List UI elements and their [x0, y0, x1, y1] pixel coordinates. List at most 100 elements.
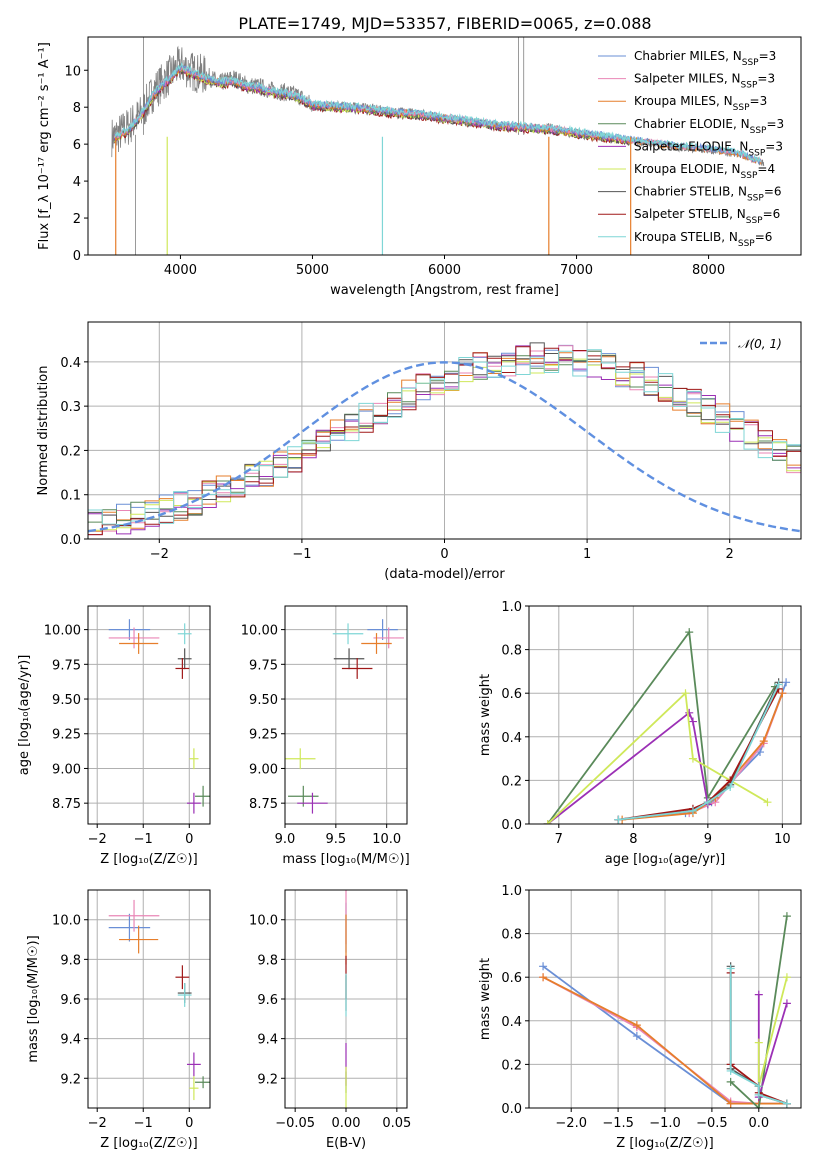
x-tick-label: 6000 [428, 263, 461, 278]
weight-marker-kroupa_miles [759, 737, 768, 746]
x-tick-label: −1 [292, 547, 311, 562]
weight-marker-kroupa_elodie [543, 820, 552, 824]
y-tick-label: 8.75 [249, 797, 278, 812]
weight-line-chabrier_elodie [730, 916, 788, 1108]
x-tick-label: −1.0 [649, 1116, 681, 1131]
legend-suffix: =3 [759, 49, 777, 63]
y-tick-label: 9.50 [249, 693, 278, 708]
weight-marker-kroupa_elodie [754, 1038, 763, 1047]
residual-histogram-kroupa_stelib [88, 349, 801, 525]
legend-subscript: SSP [738, 239, 755, 249]
residual-histogram-salpeter_stelib [88, 346, 801, 536]
x-axis-label: Z [log₁₀(Z/Z☉)] [100, 1136, 197, 1151]
model-spectrum-chabrier_miles [114, 64, 762, 165]
weight-marker-kroupa_stelib [726, 782, 735, 791]
weight-marker-salpeter_elodie [782, 999, 791, 1008]
weight-marker-kroupa_elodie [681, 689, 690, 698]
figure-title: PLATE=1749, MJD=53357, FIBERID=0065, z=0… [238, 14, 651, 33]
legend-suffix: =3 [765, 139, 783, 153]
plot-frame [87, 36, 802, 256]
x-tick-label: 9 [704, 832, 712, 847]
panel-mass_vs_Z: −2 −1 0 9.2 9.4 9.6 9.8 10.0 Z [log₁₀(Z/Z☉)] mass… [26, 889, 211, 1151]
weight-marker-kroupa_stelib [703, 798, 712, 807]
y-tick-label: 0.4 [501, 1015, 522, 1030]
legend-label: Chabrier MILES, NSSP=3 [634, 49, 776, 68]
y-tick-label: 9.8 [60, 953, 81, 968]
legend-subscript: SSP [746, 216, 763, 226]
panel-spectrum: 4000 5000 6000 7000 8000 0 2 4 6 8 10 wavelength [A… [37, 36, 802, 298]
grid-lines [529, 605, 801, 825]
y-tick-label: 0.1 [60, 489, 81, 504]
weight-marker-kroupa_miles [539, 973, 548, 982]
legend-suffix: =6 [755, 230, 773, 244]
x-tick-label: 10.0 [372, 832, 401, 847]
y-tick-label: 10.0 [52, 914, 81, 929]
panel-weight_vs_age: 7 8 9 10 0.0 0.2 0.4 0.6 0.8 1.0 age [log₁₀(age/yr… [478, 600, 802, 867]
y-tick-label: 9.25 [52, 728, 81, 743]
weight-marker-kroupa_stelib [754, 1090, 763, 1099]
x-tick-label: 9.5 [325, 832, 346, 847]
panel-weight_vs_Z: −2.0 −1.5 −1.0 −0.5 0.0 0.0 0.2 0.4 0.6 0.8 1.0 Z [… [478, 884, 802, 1151]
x-axis-label: E(B-V) [326, 1136, 366, 1151]
legend-label: Kroupa STELIB, NSSP=6 [634, 230, 772, 249]
weight-line-kroupa_elodie [757, 976, 788, 1087]
weight-marker-kroupa_miles [778, 689, 787, 698]
weight-marker-kroupa_elodie [763, 798, 772, 807]
y-tick-label: 9.75 [249, 658, 278, 673]
x-tick-label: −2.0 [555, 1116, 587, 1131]
plot-area [543, 628, 791, 824]
plot-area [345, 890, 347, 1108]
y-tick-label: 9.2 [60, 1072, 81, 1087]
plot-frame [87, 889, 211, 1109]
y-tick-label: 8 [73, 101, 81, 116]
x-tick-label: −2 [88, 832, 107, 847]
y-tick-label: 0.8 [501, 644, 522, 659]
weight-marker-salpeter_elodie [685, 708, 694, 717]
y-tick-label: 0.0 [501, 818, 522, 833]
y-axis-label: age [log₁₀(age/yr)] [17, 655, 32, 776]
x-tick-label: −1 [134, 832, 153, 847]
x-axis-label: mass [log₁₀(M/M☉)] [282, 852, 409, 867]
x-tick-label: −2 [150, 547, 169, 562]
y-tick-label: 0.6 [501, 971, 522, 986]
y-tick-label: 2 [73, 212, 81, 227]
legend-label: Salpeter ELODIE, NSSP=3 [634, 139, 783, 158]
weight-marker-chabrier_elodie [782, 912, 791, 921]
panel-age_vs_Z: −2 −1 0 8.75 9.00 9.25 9.50 9.75 10.00 Z [log₁₀(Z… [17, 605, 211, 867]
legend-subscript: SSP [742, 58, 759, 68]
panel-age_vs_mass: 9.0 9.5 10.0 8.75 9.00 9.25 9.50 9.75 10.00 mass … [241, 605, 410, 867]
x-axis-label: wavelength [Angstrom, rest frame] [330, 283, 559, 298]
x-tick-label: 5000 [296, 263, 329, 278]
grid-lines [529, 889, 801, 1109]
legend-suffix: =6 [763, 207, 781, 221]
y-tick-label: 9.4 [257, 1033, 278, 1048]
plot-area [285, 619, 404, 814]
plot-area [111, 37, 765, 255]
plot-frame [284, 889, 408, 1109]
x-tick-label: 0 [185, 832, 193, 847]
y-tick-label: 4 [73, 175, 81, 190]
x-tick-label: −1 [134, 1116, 153, 1131]
x-tick-label: 7000 [560, 263, 593, 278]
weight-line-salpeter_elodie [547, 711, 709, 824]
y-axis-label: mass weight [478, 674, 493, 756]
x-tick-label: 8000 [692, 263, 725, 278]
y-tick-label: 1.0 [501, 884, 522, 899]
legend-subscript: SSP [747, 194, 764, 204]
grid-lines [88, 606, 210, 824]
weight-marker-kroupa_stelib [774, 680, 783, 689]
x-tick-label: 0 [185, 1116, 193, 1131]
plot-frame [528, 605, 802, 825]
y-tick-label: 10.00 [241, 624, 278, 639]
y-tick-label: 9.8 [257, 953, 278, 968]
x-tick-label: 1 [583, 547, 591, 562]
weight-marker-kroupa_stelib [754, 1082, 763, 1091]
y-axis-label: mass weight [478, 958, 493, 1040]
legend-label: Kroupa ELODIE, NSSP=4 [634, 162, 775, 181]
legend-label: Salpeter MILES, NSSP=3 [634, 72, 775, 91]
x-tick-label: 0.00 [332, 1116, 361, 1131]
panel-mass_vs_ebv: −0.05 0.00 0.05 9.2 9.4 9.6 9.8 10.0 E(B-V) [249, 889, 411, 1151]
y-tick-label: 0.2 [501, 1058, 522, 1073]
grid-lines [88, 890, 210, 1108]
